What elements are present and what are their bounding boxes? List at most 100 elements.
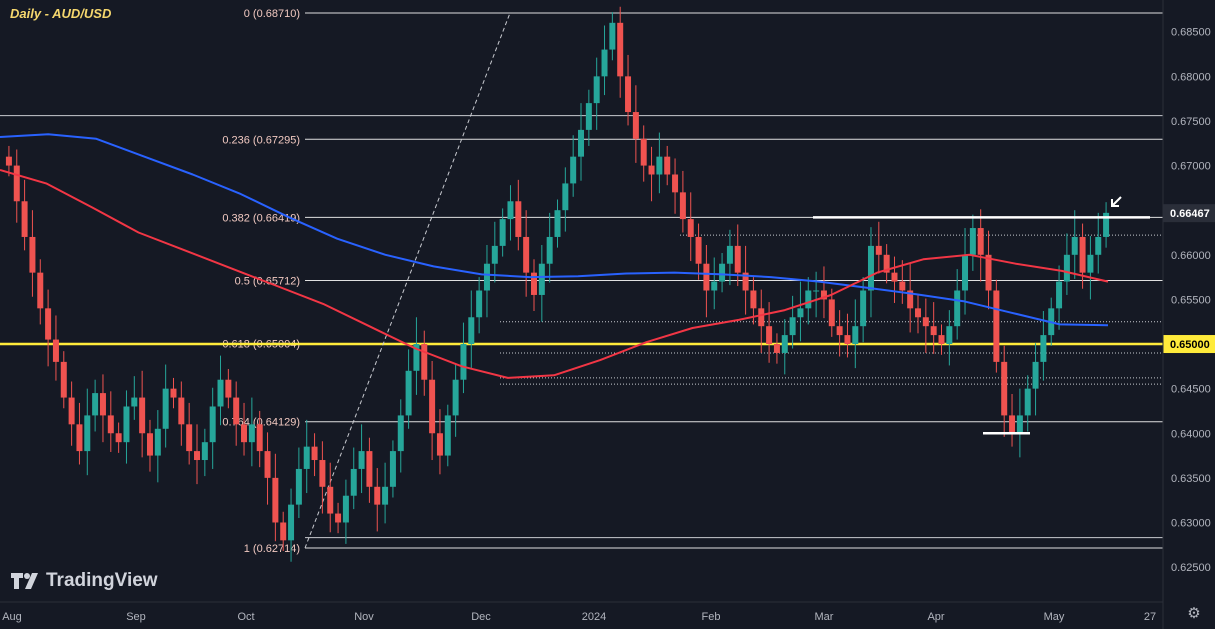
candle[interactable] (828, 288, 835, 337)
candle[interactable] (311, 433, 318, 477)
candle[interactable] (891, 256, 898, 303)
candle[interactable] (186, 402, 193, 465)
candle[interactable] (554, 199, 561, 248)
candle[interactable] (319, 441, 326, 514)
candle[interactable] (13, 149, 20, 223)
candle[interactable] (977, 209, 984, 282)
candle[interactable] (907, 263, 914, 333)
candle[interactable] (672, 158, 679, 214)
candle[interactable] (844, 313, 851, 358)
candle[interactable] (76, 402, 83, 465)
candle[interactable] (867, 227, 874, 318)
candle[interactable] (625, 54, 632, 126)
candle[interactable] (1079, 223, 1086, 289)
candle[interactable] (562, 167, 569, 232)
gear-icon[interactable]: ⚙ (1187, 605, 1201, 622)
candle[interactable] (1040, 311, 1047, 381)
candle[interactable] (1001, 345, 1008, 437)
candle[interactable] (107, 391, 114, 452)
candle[interactable] (123, 390, 130, 464)
candle[interactable] (233, 381, 240, 446)
candle[interactable] (460, 322, 467, 394)
candle[interactable] (468, 290, 475, 369)
candle[interactable] (5, 145, 12, 177)
candle[interactable] (883, 244, 890, 284)
candle[interactable] (476, 277, 483, 334)
candle[interactable] (37, 259, 44, 325)
candle[interactable] (875, 221, 882, 274)
candle[interactable] (68, 381, 75, 446)
candle[interactable] (444, 404, 451, 467)
candle[interactable] (640, 125, 647, 182)
candle[interactable] (585, 89, 592, 146)
candle[interactable] (523, 210, 530, 297)
candle[interactable] (280, 511, 287, 552)
candle[interactable] (899, 260, 906, 304)
candle[interactable] (993, 279, 1000, 373)
candle[interactable] (99, 374, 106, 443)
candle[interactable] (358, 424, 365, 494)
candle[interactable] (985, 230, 992, 310)
candle[interactable] (397, 399, 404, 473)
candle[interactable] (695, 223, 702, 280)
candle[interactable] (154, 410, 161, 483)
candle[interactable] (789, 295, 796, 349)
candle[interactable] (1032, 343, 1039, 416)
candle[interactable] (719, 253, 726, 293)
candle[interactable] (1024, 375, 1031, 432)
candle[interactable] (241, 402, 248, 456)
candle[interactable] (813, 271, 820, 318)
candle[interactable] (499, 208, 506, 257)
candle[interactable] (962, 228, 969, 315)
candle[interactable] (601, 25, 608, 96)
candle[interactable] (1063, 233, 1070, 295)
candle[interactable] (483, 244, 490, 318)
candle[interactable] (946, 310, 953, 366)
candle[interactable] (1095, 212, 1102, 274)
candle[interactable] (914, 294, 921, 334)
candle[interactable] (758, 289, 765, 353)
candle[interactable] (1087, 236, 1094, 300)
candle[interactable] (217, 355, 224, 426)
candle[interactable] (429, 360, 436, 461)
candle[interactable] (507, 185, 514, 241)
candle[interactable] (836, 310, 843, 357)
candle[interactable] (1071, 210, 1078, 279)
candle[interactable] (303, 419, 310, 494)
candle[interactable] (131, 376, 138, 420)
candle[interactable] (335, 502, 342, 534)
candle[interactable] (413, 317, 420, 395)
candle[interactable] (938, 324, 945, 355)
candle[interactable] (820, 266, 827, 319)
candle[interactable] (178, 381, 185, 446)
candle[interactable] (327, 462, 334, 533)
candle[interactable] (350, 447, 357, 510)
candle[interactable] (146, 419, 153, 472)
candle[interactable] (1103, 202, 1110, 248)
candle[interactable] (115, 422, 122, 453)
candle[interactable] (264, 432, 271, 505)
candle[interactable] (29, 210, 36, 297)
candle[interactable] (617, 6, 624, 98)
candle[interactable] (162, 364, 169, 448)
candle[interactable] (711, 257, 718, 310)
candle[interactable] (225, 369, 232, 409)
candle[interactable] (742, 245, 749, 315)
candle[interactable] (797, 281, 804, 342)
candle[interactable] (170, 377, 177, 409)
candle[interactable] (515, 179, 522, 251)
candle[interactable] (209, 387, 216, 469)
candle[interactable] (578, 103, 585, 181)
candle[interactable] (194, 424, 201, 485)
candle[interactable] (1056, 265, 1063, 330)
candle[interactable] (546, 212, 553, 283)
candle[interactable] (687, 192, 694, 262)
candle[interactable] (256, 410, 263, 468)
candle[interactable] (1016, 388, 1023, 458)
candle[interactable] (139, 370, 146, 458)
candle[interactable] (656, 132, 663, 194)
candle[interactable] (852, 299, 859, 369)
fib-trend-line[interactable] (304, 12, 511, 549)
candle[interactable] (648, 146, 655, 202)
